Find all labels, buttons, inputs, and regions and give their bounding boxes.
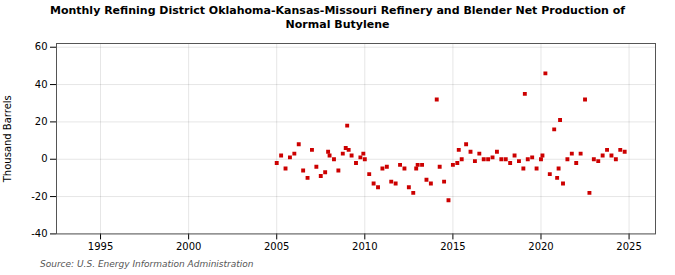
svg-text:2015: 2015 — [440, 241, 465, 252]
svg-text:2005: 2005 — [264, 241, 289, 252]
svg-text:2000: 2000 — [176, 241, 201, 252]
svg-text:1995: 1995 — [88, 241, 113, 252]
html-text:Source: U.S. Energy Informatio: Source: U.S. Energy Information Administ… — [40, 259, 254, 269]
svg-text:20: 20 — [35, 116, 48, 127]
svg-text:2020: 2020 — [528, 241, 553, 252]
svg-text:40: 40 — [35, 78, 48, 89]
html-text:Monthly Refining District Okla: Monthly Refining District Oklahoma-Kansa… — [49, 4, 626, 32]
svg-text:60: 60 — [35, 41, 48, 52]
svg-text:-20: -20 — [31, 190, 47, 201]
svg-text:2010: 2010 — [352, 241, 377, 252]
svg-text:0: 0 — [41, 153, 47, 164]
svg-text:Thousand Barrels: Thousand Barrels — [2, 95, 13, 183]
svg-text:2025: 2025 — [616, 241, 641, 252]
svg-text:-40: -40 — [31, 228, 47, 239]
